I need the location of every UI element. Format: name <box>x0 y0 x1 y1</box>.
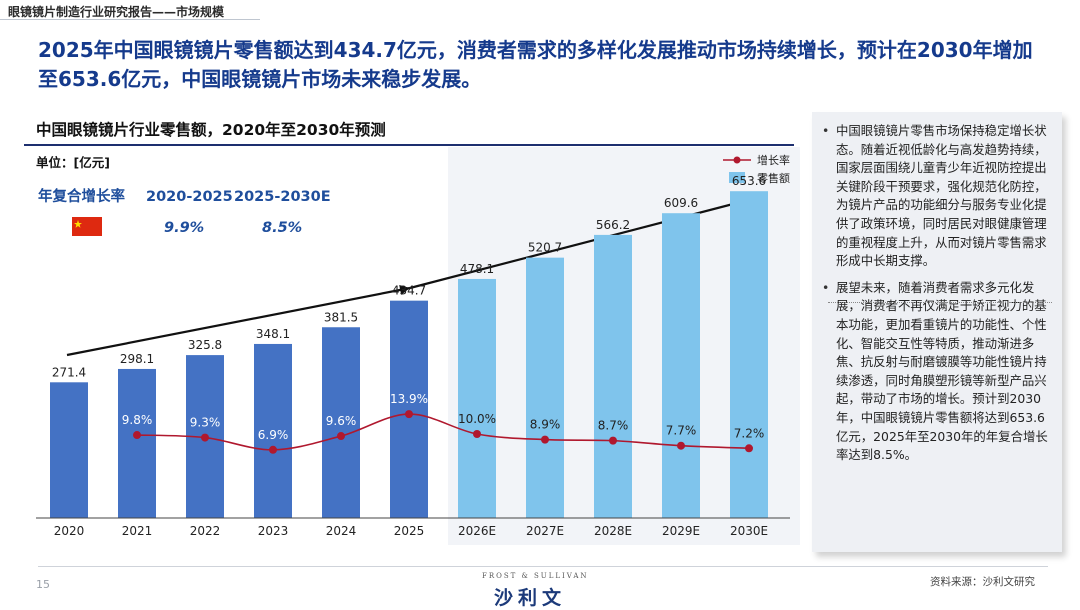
commentary-bullet: 展望未来，随着消费者需求多元化发展，消费者不再仅满足于矫正视力的基本功能，更加看… <box>822 279 1050 465</box>
bar-value-label: 348.1 <box>256 327 290 341</box>
bar-2021 <box>118 368 156 518</box>
x-tick-label: 2023 <box>258 524 289 538</box>
legend-bar-swatch <box>729 172 745 183</box>
x-tick-label: 2020 <box>54 524 85 538</box>
bar-2029E <box>662 213 700 518</box>
growth-point <box>745 444 753 453</box>
bar-2028E <box>594 234 632 518</box>
growth-line-path <box>136 413 750 451</box>
bar-value-label: 325.8 <box>188 338 222 352</box>
bar-value-label: 298.1 <box>120 352 154 366</box>
legend-label-retail: 零售额 <box>757 171 790 185</box>
growth-rate-label: 9.8% <box>122 413 153 427</box>
growth-rate-label: 13.9% <box>390 392 428 406</box>
cagr-arrow-historical-shaft <box>66 286 411 357</box>
growth-point <box>473 430 481 438</box>
growth-point <box>541 435 549 444</box>
x-tick-label: 2026E <box>458 524 496 538</box>
cagr-header-label: 年复合增长率 <box>38 187 125 205</box>
x-tick-label: 2022 <box>190 524 221 538</box>
x-tick-label: 2021 <box>122 524 153 538</box>
bar-2027E <box>526 257 564 518</box>
growth-point <box>677 441 685 450</box>
growth-point <box>201 433 209 442</box>
bar-value-label: 381.5 <box>324 310 358 324</box>
commentary-panel: 中国眼镜镜片零售市场保持稳定增长状态。随着近视低龄化与高发趋势持续，国家层面围绕… <box>812 112 1062 552</box>
legend-label-growth: 增长率 <box>757 153 790 167</box>
growth-rate-label: 8.7% <box>598 419 629 433</box>
bar-value-label: 520.7 <box>528 241 562 255</box>
growth-rate-label: 7.7% <box>666 424 697 438</box>
unit-label: 单位：[亿元] <box>36 155 110 170</box>
growth-point <box>405 410 413 419</box>
page-number: 15 <box>36 578 50 591</box>
growth-point <box>337 432 345 441</box>
commentary-bullet: 中国眼镜镜片零售市场保持稳定增长状态。随着近视低龄化与高发趋势持续，国家层面围绕… <box>822 122 1050 271</box>
cagr-value-1: 9.9% <box>164 220 204 236</box>
footer-rule <box>38 566 1048 567</box>
bar-value-label: 434.7 <box>392 284 426 298</box>
x-tick-label: 2027E <box>526 524 564 538</box>
x-tick-label: 2025 <box>394 524 425 538</box>
cagr-arrow-forecast-shaft <box>409 195 761 290</box>
bars: 271.4 298.1 325.8 348.1 381.5 434.7 478.1 520.7… <box>50 174 768 518</box>
x-tick-label: 2028E <box>594 524 632 538</box>
bar-2025 <box>390 300 428 518</box>
breadcrumb: 眼镜镜片制造行业研究报告——市场规模 <box>8 5 225 19</box>
growth-rate-label: 9.3% <box>190 416 221 430</box>
source-note: 资料来源：沙利文研究 <box>930 576 1035 588</box>
breadcrumb-underline <box>0 19 260 20</box>
top-bar: 眼镜镜片制造行业研究报告——市场规模 <box>0 0 1080 20</box>
growth-rate-label: 6.9% <box>258 428 289 442</box>
growth-point <box>609 436 617 445</box>
cagr-arrow-historical-head <box>399 285 410 295</box>
x-tick-label: 2024 <box>326 524 357 538</box>
bar-value-label: 271.4 <box>52 365 86 379</box>
x-tick-labels: 2020 2021 2022 2023 2024 2025 2026E 2027E 2028E 2… <box>54 524 768 538</box>
growth-rate-label: 7.2% <box>734 426 765 440</box>
bar-2024 <box>322 327 360 518</box>
cagr-arrows: 9.9% 8.5% <box>66 194 761 357</box>
cagr-period-2: 2025-2030E <box>234 189 331 205</box>
bar-2030E <box>730 191 768 518</box>
growth-rate-label: 8.9% <box>530 418 561 432</box>
bar-value-label: 566.2 <box>596 218 630 232</box>
chart-area: 单位：[亿元] 年复合增长率 2020-2025 2025-2030E 9.9%… <box>36 147 800 545</box>
headline: 2025年中国眼镜镜片零售额达到434.7亿元，消费者需求的多样化发展推动市场持… <box>38 38 1033 91</box>
bar-2023 <box>254 343 292 518</box>
x-tick-label: 2029E <box>662 524 700 538</box>
legend: 增长率 零售额 <box>723 153 790 185</box>
bar-2020 <box>50 382 88 518</box>
cagr-value-2: 8.5% <box>262 220 302 236</box>
chart-title-rule <box>24 144 794 146</box>
china-flag-icon <box>72 217 102 236</box>
logo-subtitle: FROST & SULLIVAN <box>482 572 589 580</box>
bar-value-label: 653.6 <box>732 174 766 188</box>
growth-point <box>269 445 277 454</box>
growth-point <box>133 431 141 440</box>
cagr-period-1: 2020-2025 <box>146 189 233 205</box>
growth-rate-label: 9.6% <box>326 414 357 428</box>
bar-value-label: 478.1 <box>460 262 494 276</box>
company-logo: 沙利文 <box>494 587 567 609</box>
bar-2026E <box>458 278 496 518</box>
bar-value-label: 609.6 <box>664 196 698 210</box>
x-tick-label: 2030E <box>730 524 768 538</box>
commentary-divider <box>828 302 1052 303</box>
growth-rate-label: 10.0% <box>458 412 496 426</box>
chart-title: 中国眼镜镜片行业零售额，2020年至2030年预测 <box>36 121 386 139</box>
legend-line-marker <box>733 156 741 164</box>
growth-line: 9.8% 9.3% 6.9% 9.6% 13.9% 10.0% 8.9% 8.7% 7.7% 7.… <box>122 392 765 454</box>
